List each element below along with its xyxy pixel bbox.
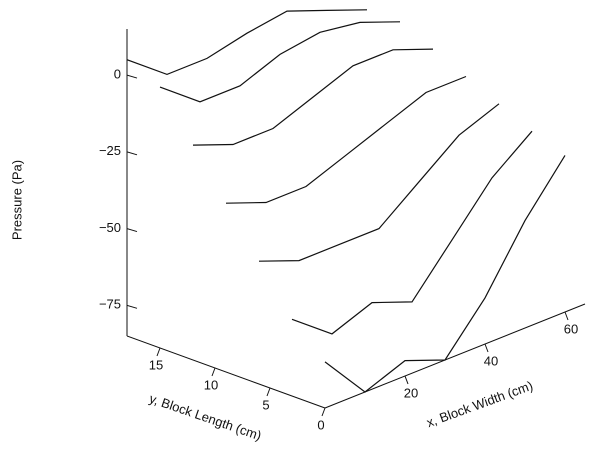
surface-line — [258, 103, 500, 262]
z-tick-label: −50 — [99, 220, 121, 235]
surface-line — [159, 21, 401, 103]
x-tick-label: 40 — [484, 353, 498, 368]
z-tick-label: 0 — [114, 66, 121, 81]
z-tick — [126, 151, 138, 156]
surface-line — [192, 48, 434, 146]
y-tick-label: 10 — [204, 377, 218, 392]
y-tick-label: 5 — [262, 397, 269, 412]
x-tick-label: 20 — [404, 385, 418, 400]
y-tick-label: 15 — [149, 357, 163, 372]
y-tick — [321, 407, 326, 417]
y-tick — [266, 387, 271, 397]
z-tick — [126, 74, 138, 79]
x-axis-label: x, Block Width (cm) — [424, 378, 534, 430]
surface-line — [225, 75, 467, 204]
z-tick — [126, 228, 138, 233]
x-tick — [564, 311, 569, 321]
surface-line — [324, 155, 566, 393]
z-axis-label: Pressure (Pa) — [9, 160, 24, 240]
y-tick — [211, 367, 216, 377]
x-tick-label: 60 — [564, 321, 578, 336]
z-tick-label: −25 — [99, 143, 121, 158]
z-tick-label: −75 — [99, 297, 121, 312]
y-tick — [156, 347, 161, 357]
y-tick-label: 0 — [317, 417, 324, 432]
x-axis — [324, 303, 586, 409]
x-tick — [484, 343, 489, 353]
z-tick — [126, 304, 138, 309]
surface-line — [291, 130, 533, 335]
x-tick — [404, 375, 409, 385]
surface-line — [126, 9, 368, 76]
y-axis-label: y, Block Length (cm) — [147, 391, 263, 443]
